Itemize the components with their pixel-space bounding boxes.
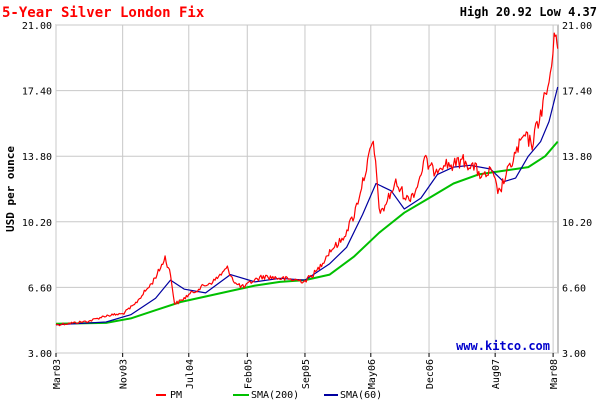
y-tick-label-left: 13.80 bbox=[22, 152, 52, 163]
series-line-pm bbox=[55, 32, 559, 327]
legend-item-sma200: SMA(200) bbox=[233, 390, 299, 400]
chart-title: 5-Year Silver London Fix bbox=[2, 5, 205, 21]
legend-item-sma60: SMA(60) bbox=[324, 390, 382, 400]
y-axis-right-ticks: 3.00 6.60 10.20 13.80 17.40 21.00 bbox=[562, 21, 592, 360]
y-axis-left-ticks: 3.00 6.60 10.20 13.80 17.40 21.00 bbox=[22, 21, 52, 360]
y-tick-label-left: 6.60 bbox=[28, 283, 52, 294]
x-tick-label: May06 bbox=[367, 359, 378, 389]
y-tick-label-left: 10.20 bbox=[22, 218, 52, 229]
watermark: www.kitco.com bbox=[456, 339, 550, 353]
y-tick-label-right: 10.20 bbox=[562, 218, 592, 229]
y-tick-label-left: 3.00 bbox=[28, 349, 52, 360]
x-tick-label: Jul04 bbox=[185, 359, 196, 389]
high-low-summary: High 20.92 Low 4.37 bbox=[460, 5, 597, 19]
legend-item-pm: PM bbox=[156, 390, 182, 400]
y-tick-label-right: 13.80 bbox=[562, 152, 592, 163]
y-tick-label-right: 21.00 bbox=[562, 21, 592, 32]
series-lines bbox=[55, 32, 559, 327]
x-tick-label: Feb05 bbox=[243, 359, 254, 389]
x-tick-label: Sep05 bbox=[301, 359, 312, 389]
legend: PM SMA(200) SMA(60) bbox=[156, 390, 382, 400]
x-tick-label: Nov03 bbox=[119, 359, 130, 389]
legend-label-sma200: SMA(200) bbox=[251, 390, 299, 400]
x-tick-label: Mar03 bbox=[52, 359, 63, 389]
series-line-sma60 bbox=[55, 86, 559, 326]
plot-area bbox=[55, 24, 559, 354]
series-line-sma200 bbox=[55, 140, 559, 325]
grid-lines bbox=[55, 24, 558, 354]
y-tick-label-right: 6.60 bbox=[562, 283, 586, 294]
y-tick-label-right: 3.00 bbox=[562, 349, 586, 360]
x-axis-ticks: Mar03 Nov03 Jul04 Feb05 Sep05 May06 Dec06 Aug07… bbox=[52, 353, 560, 389]
y-tick-label-left: 17.40 bbox=[22, 87, 52, 98]
x-tick-label: Mar08 bbox=[549, 359, 560, 389]
legend-label-sma60: SMA(60) bbox=[340, 390, 382, 400]
y-tick-label-left: 21.00 bbox=[22, 21, 52, 32]
x-tick-label: Dec06 bbox=[425, 359, 436, 389]
y-tick-label-right: 17.40 bbox=[562, 87, 592, 98]
y-axis-label: USD per ounce bbox=[4, 146, 17, 232]
legend-label-pm: PM bbox=[170, 390, 182, 400]
x-tick-label: Aug07 bbox=[491, 359, 502, 389]
